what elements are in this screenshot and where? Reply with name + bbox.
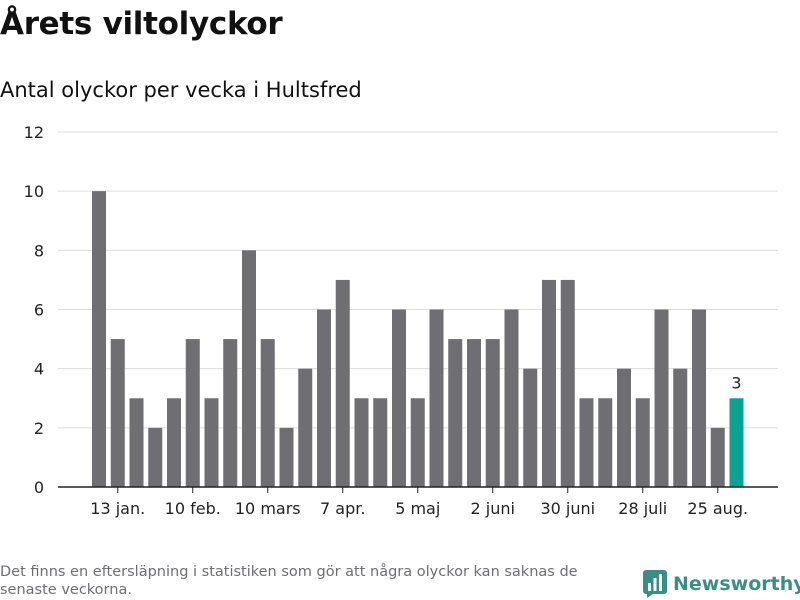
x-tick-label: 5 maj (395, 499, 440, 518)
bar (335, 279, 350, 487)
brand-name: Newsworthy (673, 573, 800, 595)
x-tick-label: 10 feb. (165, 499, 221, 518)
x-tick-label: 7 apr. (320, 499, 365, 518)
bar (710, 427, 725, 487)
bar (110, 339, 125, 487)
y-tick-label: 4 (34, 360, 44, 379)
footnote: Det finns en eftersläpning i statistiken… (0, 564, 578, 598)
bar (467, 339, 481, 487)
bar (317, 309, 331, 487)
bar (242, 250, 256, 487)
bar (298, 368, 313, 487)
bar (560, 279, 575, 487)
chart-title: Årets viltolyckor (0, 6, 283, 42)
bar (354, 398, 369, 487)
bar (542, 279, 556, 487)
newsworthy-logo[interactable]: Newsworthy (643, 568, 800, 600)
bar (654, 309, 669, 487)
x-tick-label: 28 juli (618, 499, 667, 518)
data-label: 3 (731, 373, 741, 392)
bar (279, 427, 294, 487)
bar (429, 309, 444, 487)
y-tick-label: 0 (34, 478, 44, 497)
bar (485, 339, 500, 487)
bar (167, 398, 181, 487)
bar (504, 309, 519, 487)
bar (523, 368, 538, 487)
bar (617, 368, 631, 487)
bar (410, 398, 425, 487)
bar-chart-icon (643, 570, 667, 598)
chart-subtitle: Antal olyckor per vecka i Hultsfred (0, 78, 362, 102)
bar (635, 398, 650, 487)
x-tick-label: 30 juni (540, 499, 595, 518)
bar (373, 398, 388, 487)
bar-chart: 0 2 4 6 8 10 12 13 jan. 10 feb. 10 mars 7 apr. 5 ma… (24, 123, 778, 518)
bar (392, 309, 406, 487)
x-tick-label: 2 juni (471, 499, 515, 518)
y-tick-label: 10 (24, 182, 44, 201)
bar-highlighted (729, 398, 744, 487)
bar (185, 339, 200, 487)
bar (148, 427, 163, 487)
bar (673, 368, 688, 487)
x-tick-label: 25 aug. (687, 499, 748, 518)
bar (598, 398, 613, 487)
x-tick-label: 13 jan. (90, 499, 145, 518)
bar (579, 398, 594, 487)
bar (223, 339, 238, 487)
bar (129, 398, 144, 487)
x-tick-label: 10 mars (235, 499, 301, 518)
bar (448, 339, 463, 487)
y-tick-label: 8 (34, 241, 44, 260)
y-tick-label: 2 (34, 419, 44, 438)
bar (260, 339, 275, 487)
bar (692, 309, 706, 487)
y-tick-label: 6 (34, 301, 44, 320)
bar (204, 398, 219, 487)
y-tick-label: 12 (24, 123, 44, 142)
bar (92, 191, 106, 487)
